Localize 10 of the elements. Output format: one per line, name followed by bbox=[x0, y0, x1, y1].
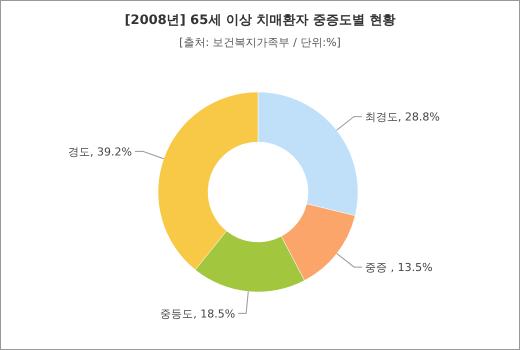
data-label: , 28.8% bbox=[398, 110, 440, 124]
slice-label: 최경도 bbox=[364, 110, 398, 124]
data-label: , 18.5% bbox=[193, 307, 236, 320]
slice-label: 경도 bbox=[68, 145, 90, 158]
chart-subtitle: [출처: 보건복지가족부 / 단위:%] bbox=[179, 36, 341, 49]
data-label: , 13.5% bbox=[390, 261, 433, 274]
chart-title: [2008년] 65세 이상 치매환자 중증도별 현황 bbox=[124, 13, 396, 28]
data-label: , 39.2% bbox=[90, 145, 132, 158]
slice-label: 중증 bbox=[365, 261, 391, 274]
slice-label: 중등도 bbox=[160, 307, 194, 320]
